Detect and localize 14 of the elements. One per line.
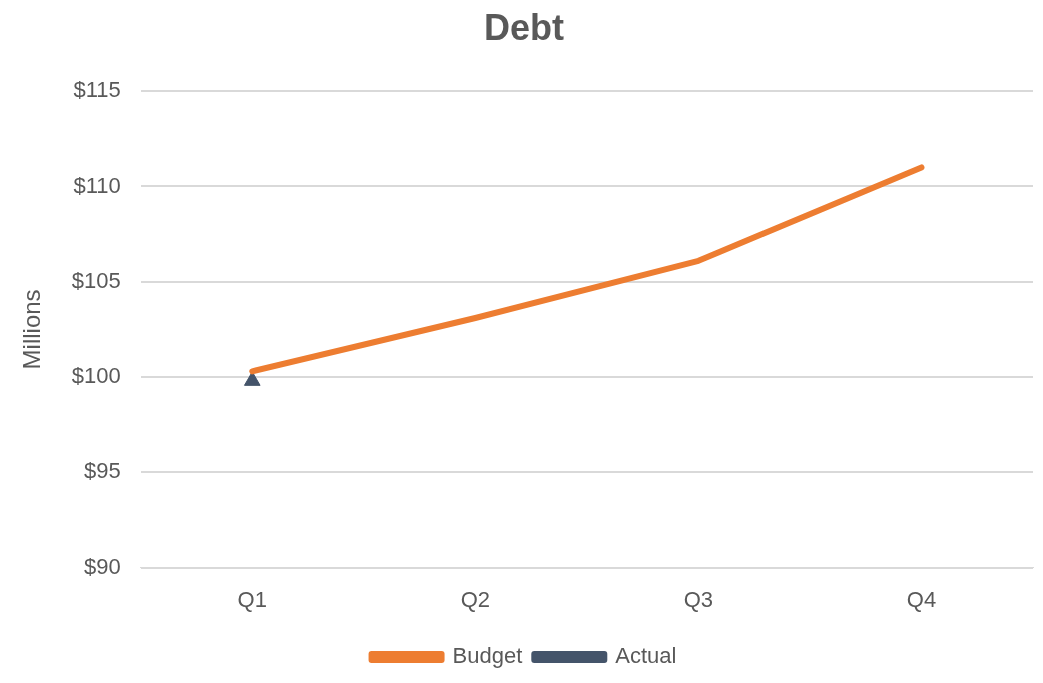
x-tick-label: Q2 [460, 586, 491, 612]
legend-label: Actual [615, 643, 677, 669]
x-tick-label: Q4 [906, 586, 937, 612]
y-tick-label: $90 [84, 553, 121, 579]
x-tick-label: Q3 [683, 586, 714, 612]
y-tick-label: $95 [84, 458, 121, 484]
y-tick-label: $105 [71, 267, 121, 293]
x-tick-label: Q1 [237, 586, 267, 612]
y-tick-label: $115 [73, 77, 121, 103]
chart-title: Debt [484, 6, 565, 48]
y-tick-label: $100 [71, 363, 121, 389]
legend-label: Budget [452, 643, 523, 669]
y-tick-label: $110 [73, 172, 121, 198]
y-axis-title: Millions [18, 289, 46, 370]
